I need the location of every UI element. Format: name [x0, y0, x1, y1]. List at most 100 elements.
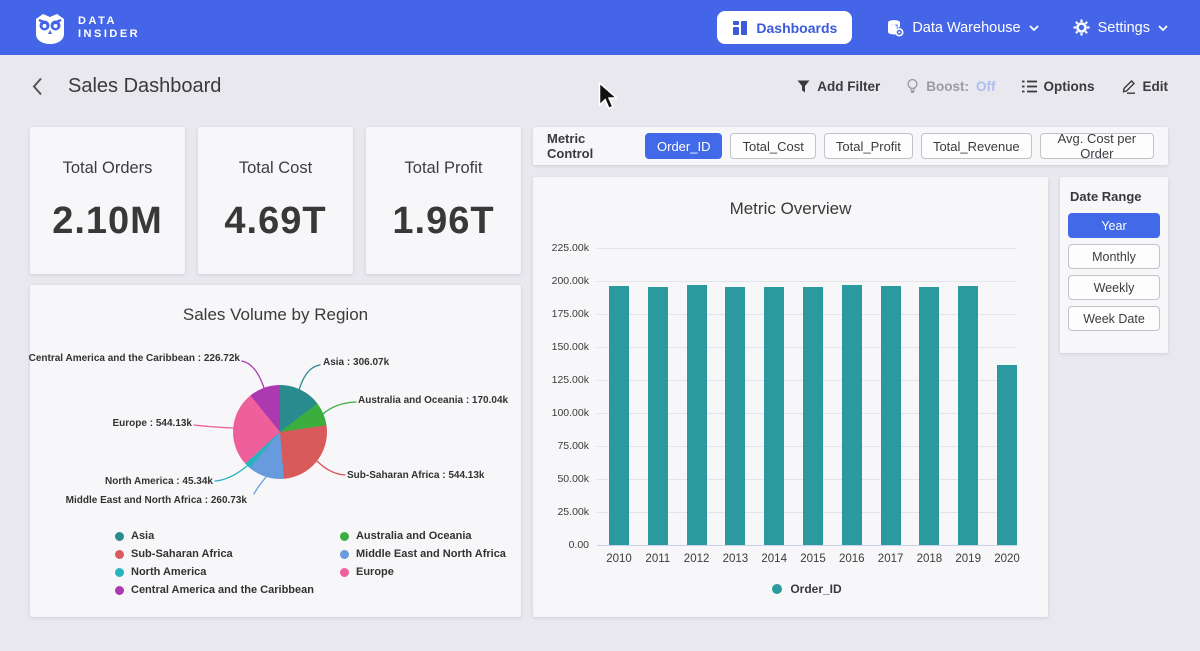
metric-overview-chart-panel: Metric Overview Order_ID 225.00k200.00k1…	[533, 177, 1048, 617]
pie-legend-item[interactable]: Middle East and North Africa	[340, 548, 506, 560]
kpi-card-total-cost: Total Cost 4.69T	[198, 127, 353, 274]
kpi-label: Total Cost	[239, 159, 312, 178]
metric-chip-total-revenue[interactable]: Total_Revenue	[921, 133, 1032, 159]
x-axis-tick: 2011	[638, 553, 678, 565]
pie-callout-north-america: North America : 45.34k	[105, 476, 213, 487]
data-warehouse-menu[interactable]: Data Warehouse	[886, 19, 1038, 37]
legend-label: North America	[131, 566, 206, 578]
legend-dot	[340, 568, 349, 577]
brand-name: DATA INSIDER	[78, 15, 140, 41]
y-axis-tick: 0.00	[533, 539, 589, 551]
legend-dot	[115, 532, 124, 541]
page-header: Sales Dashboard Add Filter Boost: Off	[0, 55, 1200, 117]
legend-label: Asia	[131, 530, 154, 542]
date-range-weekly[interactable]: Weekly	[1068, 275, 1160, 300]
date-range-button-group: Year Monthly Weekly Week Date	[1068, 213, 1160, 331]
pie-legend-item[interactable]: North America	[115, 566, 314, 578]
dashboards-button[interactable]: Dashboards	[717, 11, 852, 44]
back-button[interactable]	[32, 75, 54, 97]
x-axis-tick: 2019	[948, 553, 988, 565]
bar-2012[interactable]	[687, 285, 707, 545]
settings-menu[interactable]: Settings	[1073, 19, 1168, 36]
x-axis-tick: 2018	[909, 553, 949, 565]
legend-label: Order_ID	[790, 582, 841, 596]
legend-label: Sub-Saharan Africa	[131, 548, 233, 560]
pie-callout-europe: Europe : 544.13k	[113, 418, 192, 429]
bar-chart-title: Metric Overview	[533, 199, 1048, 219]
x-axis-tick: 2012	[677, 553, 717, 565]
bar-2016[interactable]	[842, 285, 862, 545]
x-axis-tick: 2020	[987, 553, 1027, 565]
brand-logo: DATA INSIDER	[32, 10, 140, 46]
metric-chip-order-id[interactable]: Order_ID	[645, 133, 722, 159]
metric-control-bar: Metric Control Order_ID Total_Cost Total_P…	[533, 127, 1168, 165]
kpi-card-total-orders: Total Orders 2.10M	[30, 127, 185, 274]
owl-logo-icon	[32, 10, 68, 46]
date-range-label: Date Range	[1070, 189, 1160, 204]
bar-2018[interactable]	[919, 287, 939, 545]
date-range-week-date[interactable]: Week Date	[1068, 306, 1160, 331]
pie-legend-item[interactable]: Sub-Saharan Africa	[115, 548, 314, 560]
y-axis-tick: 75.00k	[533, 440, 589, 452]
pie-legend-item[interactable]: Central America and the Caribbean	[115, 584, 314, 596]
kpi-card-total-profit: Total Profit 1.96T	[366, 127, 521, 274]
x-axis-tick: 2010	[599, 553, 639, 565]
bar-2011[interactable]	[648, 287, 668, 545]
x-axis-tick: 2017	[871, 553, 911, 565]
pie-chart-title: Sales Volume by Region	[30, 305, 521, 325]
legend-label: Europe	[356, 566, 394, 578]
pie-legend-item[interactable]: Australia and Oceania	[340, 530, 506, 542]
date-range-year[interactable]: Year	[1068, 213, 1160, 238]
boost-balloon-icon	[906, 79, 919, 94]
edit-button[interactable]: Edit	[1121, 79, 1169, 94]
bar-2010[interactable]	[609, 286, 629, 545]
grid-line	[597, 281, 1017, 282]
bar-2019[interactable]	[958, 286, 978, 545]
x-axis-tick: 2014	[754, 553, 794, 565]
dashboard-grid-icon	[732, 20, 748, 36]
filter-icon	[797, 80, 810, 93]
metric-chip-avg-cost-per-order[interactable]: Avg. Cost per Order	[1040, 133, 1154, 159]
pie-callout-asia: Asia : 306.07k	[323, 357, 389, 368]
metric-control-label: Metric Control	[547, 131, 631, 161]
pie-callout-sub-saharan-africa: Sub-Saharan Africa : 544.13k	[347, 470, 484, 481]
legend-label: Australia and Oceania	[356, 530, 472, 542]
top-nav-bar: DATA INSIDER Dashboards Data Warehouse	[0, 0, 1200, 55]
sales-volume-pie-panel: Sales Volume by Region Asia Sub-Saharan A…	[30, 285, 521, 617]
options-button[interactable]: Options	[1022, 79, 1095, 94]
data-warehouse-label: Data Warehouse	[912, 20, 1020, 36]
y-axis-tick: 175.00k	[533, 308, 589, 320]
pie-callout-middle-east-and-north-africa: Middle East and North Africa : 260.73k	[66, 495, 247, 506]
bar-2014[interactable]	[764, 287, 784, 545]
pie-legend: Asia Sub-Saharan Africa North America Centr…	[115, 530, 506, 596]
list-options-icon	[1022, 80, 1037, 93]
date-range-panel: Date Range Year Monthly Weekly Week Date	[1060, 177, 1168, 353]
dashboards-label: Dashboards	[756, 20, 837, 36]
metric-chip-group: Order_ID Total_Cost Total_Profit Total_Reve…	[645, 133, 1154, 159]
bar-chart-legend: Order_ID	[597, 582, 1017, 596]
grid-line	[597, 248, 1017, 249]
boost-toggle[interactable]: Boost: Off	[906, 79, 995, 94]
database-icon	[886, 19, 904, 37]
chevron-down-icon	[1158, 25, 1168, 31]
kpi-label: Total Orders	[63, 159, 153, 178]
legend-dot	[115, 550, 124, 559]
bar-2020[interactable]	[997, 365, 1017, 545]
kpi-value: 4.69T	[224, 200, 326, 243]
y-axis-tick: 150.00k	[533, 341, 589, 353]
legend-dot	[340, 550, 349, 559]
legend-dot	[340, 532, 349, 541]
bar-2015[interactable]	[803, 287, 823, 545]
pie-legend-item[interactable]: Asia	[115, 530, 314, 542]
metric-chip-total-profit[interactable]: Total_Profit	[824, 133, 913, 159]
bar-2017[interactable]	[881, 286, 901, 545]
add-filter-button[interactable]: Add Filter	[797, 79, 880, 94]
boost-status: Off	[976, 79, 996, 94]
chevron-down-icon	[1029, 25, 1039, 31]
kpi-label: Total Profit	[405, 159, 483, 178]
pie-legend-item[interactable]: Europe	[340, 566, 506, 578]
metric-chip-total-cost[interactable]: Total_Cost	[730, 133, 815, 159]
date-range-monthly[interactable]: Monthly	[1068, 244, 1160, 269]
bar-2013[interactable]	[725, 287, 745, 545]
x-axis-tick: 2016	[832, 553, 872, 565]
